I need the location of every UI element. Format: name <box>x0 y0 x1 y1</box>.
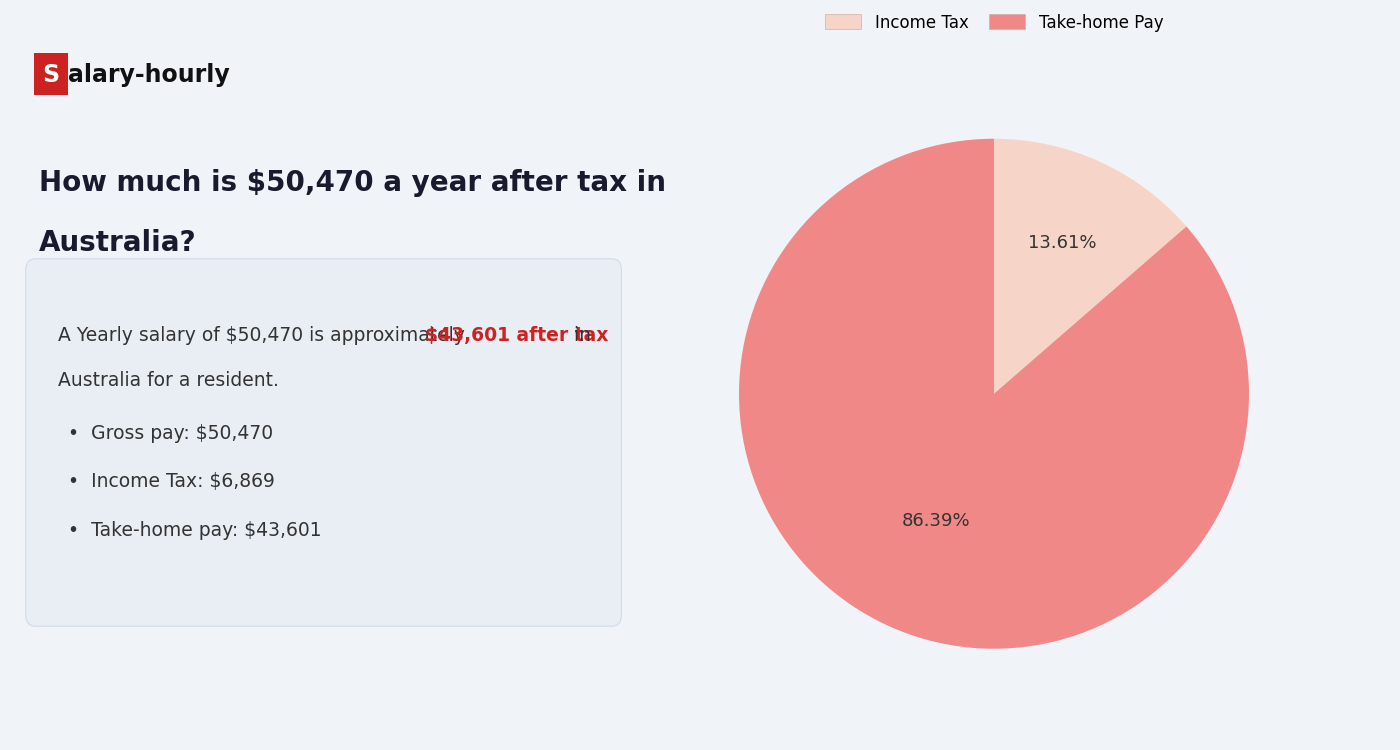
FancyBboxPatch shape <box>34 53 67 95</box>
Text: alary-hourly: alary-hourly <box>69 63 230 87</box>
Text: 13.61%: 13.61% <box>1029 234 1098 252</box>
Legend: Income Tax, Take-home Pay: Income Tax, Take-home Pay <box>818 7 1170 38</box>
Text: $43,601 after tax: $43,601 after tax <box>426 326 609 345</box>
Text: 86.39%: 86.39% <box>902 512 970 530</box>
Text: S: S <box>42 63 59 87</box>
Text: Australia?: Australia? <box>39 229 196 256</box>
Text: A Yearly salary of $50,470 is approximately: A Yearly salary of $50,470 is approximat… <box>57 326 470 345</box>
Wedge shape <box>994 139 1186 394</box>
Text: in: in <box>568 326 591 345</box>
Text: •  Take-home pay: $43,601: • Take-home pay: $43,601 <box>67 521 321 540</box>
Text: •  Gross pay: $50,470: • Gross pay: $50,470 <box>67 424 273 442</box>
Text: How much is $50,470 a year after tax in: How much is $50,470 a year after tax in <box>39 169 665 196</box>
FancyBboxPatch shape <box>25 259 622 626</box>
Text: Australia for a resident.: Australia for a resident. <box>57 371 279 390</box>
Text: •  Income Tax: $6,869: • Income Tax: $6,869 <box>67 472 274 491</box>
Wedge shape <box>739 139 1249 649</box>
